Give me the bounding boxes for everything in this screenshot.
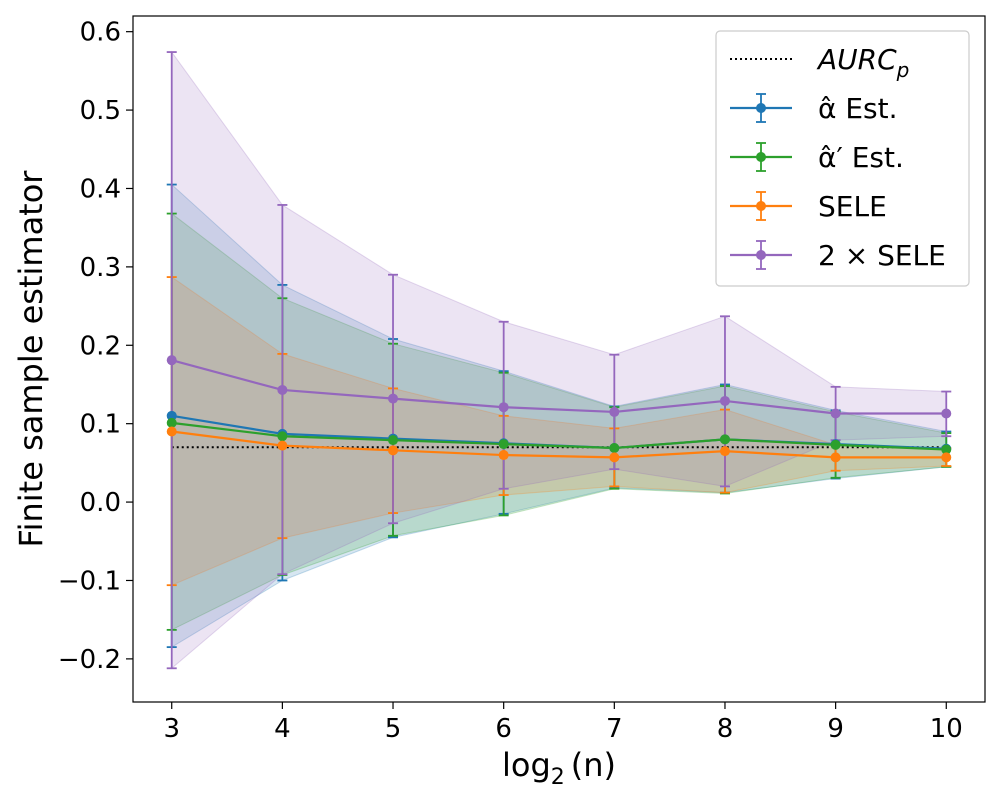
x-axis-ticks: 3 4 5 6 7 8 9 10 [163,702,963,744]
y-tick-label: 0.0 [80,488,121,518]
x-tick-label: 8 [717,714,734,744]
legend-swatch-marker-2 [756,201,766,211]
x-axis-label-argument: (n) [571,746,616,784]
point-series-1-x-6 [498,439,509,450]
x-axis-label: log2 (n) [502,746,616,790]
series-lines [171,359,947,459]
point-series-1-x-7 [609,442,620,453]
legend-label-reference: AURCp [816,43,909,82]
legend-box [715,30,970,287]
point-series-0-x-3 [166,410,177,421]
legend-label-reference-main: AURC [816,43,897,76]
point-series-3-x-5 [388,393,399,404]
legend-swatch-marker-3 [756,250,766,260]
point-series-2-x-4 [277,440,288,451]
point-series-2-x-10 [941,452,952,463]
legend-swatch-marker-1 [756,152,766,162]
x-tick-label: 4 [274,714,291,744]
point-series-1-x-8 [719,434,730,445]
point-series-1-x-5 [388,435,399,446]
y-tick-label: 0.5 [80,96,121,126]
line-series-1 [171,421,947,451]
legend-label-1: α̂′ Est. [818,141,904,174]
legend-swatch-marker-0 [756,103,766,113]
y-axis-label: Finite sample estimator [12,170,50,548]
legend-label-3: 2 × SELE [818,239,946,272]
point-series-2-x-7 [609,452,620,463]
point-series-3-x-10 [941,408,952,419]
series-points [166,355,952,463]
point-series-1-x-4 [277,431,288,442]
x-axis-label-main: log [502,746,551,784]
point-series-3-x-7 [609,406,620,417]
plot-frame [132,15,986,703]
x-tick-label: 5 [385,714,402,744]
point-series-2-x-8 [719,446,730,457]
x-tick-label: 6 [495,714,512,744]
legend-label-2: SELE [818,190,887,223]
y-tick-label: 0.1 [80,410,121,440]
y-tick-label: 0.6 [80,18,121,48]
point-series-1-x-3 [166,417,177,428]
legend-label-reference-subscript: p [896,58,910,82]
y-tick-label: 0.4 [80,174,121,204]
y-tick-label: 0.3 [80,253,121,283]
y-tick-label: −0.1 [58,566,121,596]
legend-label-0: α̂ Est. [818,92,898,125]
point-series-3-x-6 [498,402,509,413]
x-tick-label: 3 [163,714,180,744]
point-series-2-x-5 [388,445,399,456]
y-tick-label: −0.2 [58,645,121,675]
x-tick-label: 7 [606,714,623,744]
y-axis-ticks: −0.2 −0.1 0.0 0.1 0.2 0.3 0.4 0.5 0.6 [58,18,133,675]
point-series-2-x-3 [166,426,177,437]
point-series-3-x-9 [830,408,841,419]
line-series-2 [171,430,947,459]
point-series-2-x-9 [830,452,841,463]
x-axis-label-subscript: 2 [551,765,565,790]
point-series-3-x-3 [166,355,177,366]
x-tick-label: 10 [930,714,963,744]
point-series-1-x-10 [941,444,952,455]
x-tick-label: 9 [827,714,844,744]
legend: AURCp α̂ Est. α̂′ Est. SELE 2 × SELE [715,30,970,287]
line-series-3 [171,359,947,415]
y-tick-label: 0.2 [80,331,121,361]
point-series-2-x-6 [498,450,509,461]
point-series-3-x-8 [719,395,730,406]
point-series-3-x-4 [277,384,288,395]
point-series-1-x-9 [830,439,841,450]
